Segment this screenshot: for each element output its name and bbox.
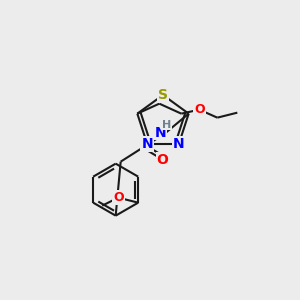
Text: H: H bbox=[162, 120, 171, 130]
Text: N: N bbox=[155, 126, 167, 140]
Text: S: S bbox=[158, 88, 168, 102]
Text: N: N bbox=[173, 137, 185, 151]
Text: O: O bbox=[113, 191, 124, 204]
Text: N: N bbox=[141, 137, 153, 151]
Text: O: O bbox=[194, 103, 205, 116]
Text: O: O bbox=[157, 153, 169, 167]
